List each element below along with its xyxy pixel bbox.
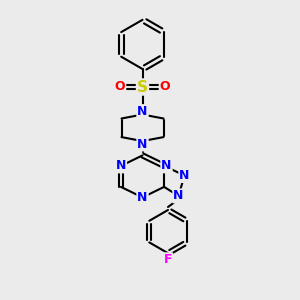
Text: O: O (115, 80, 125, 94)
Text: N: N (161, 159, 172, 172)
Text: N: N (173, 189, 184, 203)
Text: F: F (164, 253, 172, 266)
Text: N: N (137, 191, 148, 204)
Text: O: O (160, 80, 170, 94)
Text: N: N (116, 159, 126, 172)
Text: N: N (137, 105, 148, 118)
Text: N: N (179, 169, 190, 182)
Text: S: S (137, 80, 148, 94)
Text: N: N (137, 137, 148, 151)
